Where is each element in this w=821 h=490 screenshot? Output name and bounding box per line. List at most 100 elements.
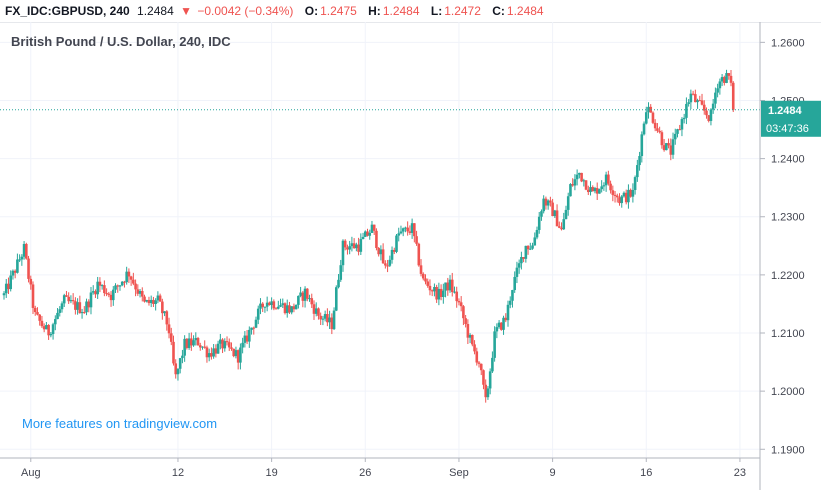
candle-body — [569, 184, 572, 197]
candle-body — [91, 291, 95, 293]
candle-body — [290, 306, 293, 313]
price-axis[interactable]: 1.26001.25001.24001.23001.22001.21001.20… — [760, 37, 805, 456]
candle-body — [323, 314, 327, 319]
candle-body — [537, 216, 541, 230]
candle-body — [529, 248, 532, 250]
candle-body — [419, 265, 423, 274]
candle-body — [259, 303, 262, 309]
candle-body — [723, 77, 726, 83]
candle-body — [181, 355, 184, 359]
candle-body — [531, 245, 534, 249]
high-value: 1.2484 — [382, 4, 420, 18]
open-label: O: — [304, 4, 319, 18]
candle-body — [388, 259, 392, 266]
candle-body — [134, 283, 137, 290]
candle-body — [694, 94, 697, 103]
candle-body — [9, 275, 13, 290]
candle-body — [60, 303, 64, 310]
candle-body — [560, 227, 563, 230]
candle-body — [314, 308, 318, 314]
candle-body — [727, 73, 731, 76]
candle-body — [49, 334, 53, 336]
candle-body — [381, 249, 385, 264]
candle-body — [123, 281, 126, 283]
candle-body — [13, 270, 17, 273]
candle-body — [404, 227, 407, 229]
chart-grid — [0, 22, 760, 458]
candle-body — [20, 256, 24, 260]
candle-body — [194, 338, 198, 341]
candle-body — [96, 281, 99, 295]
candle-body — [270, 301, 273, 306]
candle-body — [71, 300, 75, 302]
price-tick-label: 1.2400 — [771, 154, 805, 166]
candle-body — [705, 110, 708, 116]
candle-body — [294, 304, 298, 310]
candle-body — [292, 306, 296, 310]
candle-body — [455, 291, 459, 302]
candle-body — [129, 276, 133, 280]
candle-body — [363, 231, 367, 237]
symbol-label[interactable]: FX_IDC:GBPUSD, 240 — [5, 4, 130, 18]
candle-body — [680, 119, 684, 130]
price-tag: 1.2484 03:47:36 — [761, 100, 821, 137]
candle-body — [74, 301, 77, 310]
candle-body — [111, 289, 115, 301]
candle-body — [549, 200, 552, 203]
candle-body — [553, 210, 557, 217]
candle-body — [357, 244, 360, 252]
candle-body — [118, 285, 122, 287]
candle-body — [691, 93, 695, 95]
candle-body — [366, 231, 369, 236]
candle-body — [446, 282, 450, 291]
candle-body — [471, 334, 474, 345]
candle-body — [138, 290, 142, 294]
candle-body — [103, 285, 106, 294]
candle-body — [401, 228, 405, 232]
candle-body — [627, 189, 630, 203]
price-tick-label: 1.1900 — [771, 444, 805, 456]
candle-body — [517, 263, 521, 268]
candle-body — [343, 240, 347, 248]
candle-body — [161, 301, 164, 314]
candle-body — [308, 298, 311, 300]
candle-body — [656, 128, 659, 131]
candle-body — [580, 172, 583, 182]
candle-body — [551, 202, 554, 217]
candle-body — [544, 198, 548, 206]
candle-body — [424, 278, 427, 282]
candle-body — [172, 341, 175, 364]
candle-body — [152, 299, 155, 304]
promo-link[interactable]: More features on tradingview.com — [22, 416, 218, 431]
candle-body — [317, 308, 320, 316]
candle-body — [611, 190, 615, 195]
candle-body — [665, 143, 668, 151]
candle-body — [676, 129, 679, 134]
candle-body — [40, 320, 44, 327]
candle-body — [575, 174, 579, 180]
time-axis[interactable]: Aug 12 19 26 Sep 9 16 23 — [21, 458, 746, 479]
candle-body — [192, 340, 195, 346]
candle-body — [564, 209, 568, 220]
candle-body — [651, 112, 655, 123]
candle-body — [673, 133, 677, 140]
candle-body — [201, 346, 204, 348]
candle-body — [524, 245, 528, 259]
candle-body — [500, 322, 503, 330]
candle-body — [720, 77, 724, 82]
candle-body — [248, 329, 251, 342]
candle-body — [682, 117, 686, 120]
candle-body — [593, 188, 597, 192]
price-chart[interactable]: 1.26001.25001.24001.23001.22001.21001.20… — [0, 22, 821, 490]
candle-body — [22, 243, 26, 257]
candle-body — [696, 100, 699, 103]
candle-body — [669, 145, 673, 155]
candle-body — [16, 259, 19, 273]
candle-body — [359, 239, 363, 252]
candle-body — [355, 244, 358, 249]
candle-body — [484, 384, 488, 398]
candle-body — [227, 342, 231, 348]
candle-body — [310, 298, 314, 305]
last-price: 1.2484 — [137, 4, 174, 18]
candle-body — [410, 223, 414, 233]
